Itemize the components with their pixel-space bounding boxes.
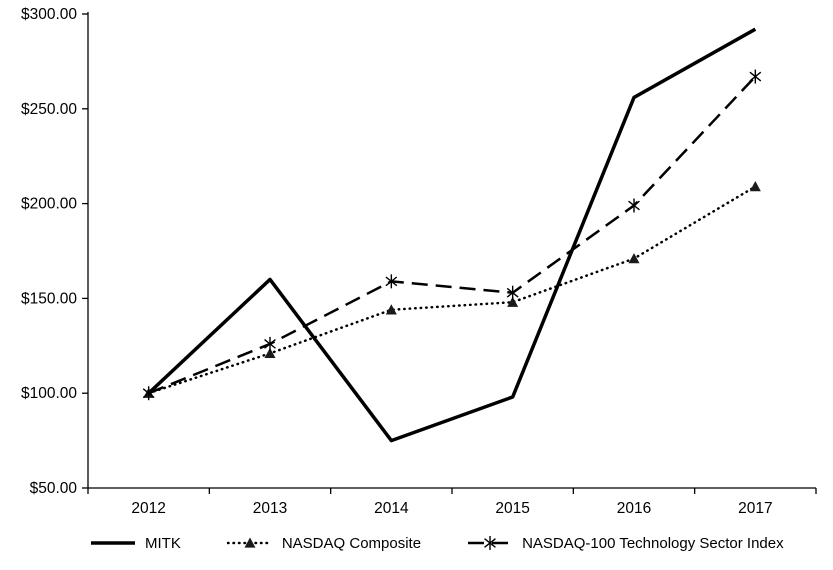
legend-item-nasdaq-composite: NASDAQ Composite: [226, 534, 422, 552]
x-tick-label: 2012: [131, 500, 165, 517]
y-tick-label: $250.00: [21, 101, 77, 118]
asterisk-marker: [628, 200, 640, 211]
axis-labels: $50.00 $100.00 $150.00 $200.00 $250.00 $300.0…: [21, 6, 773, 517]
x-tick-label: 2014: [374, 500, 409, 517]
x-tick-label: 2017: [738, 500, 772, 517]
legend-label-mitk: MITK: [145, 534, 181, 552]
asterisk-marker: [749, 71, 762, 82]
chart-legend: MITK NASDAQ Composite NASDAQ-100 Technol…: [90, 534, 784, 552]
series-mitk: [147, 27, 757, 443]
legend-line-sample-mitk: [91, 541, 135, 545]
legend-line-sample-nasdaq-composite: [226, 537, 273, 548]
legend-item-nasdaq-100-tech: NASDAQ-100 Technology Sector Index: [467, 534, 784, 552]
x-tick-label: 2016: [617, 500, 651, 517]
triangle-marker: [628, 253, 640, 264]
series-nasdaq-composite: [143, 181, 761, 398]
triangle-marker: [244, 537, 256, 548]
x-tick-label: 2013: [253, 500, 287, 517]
triangle-marker: [385, 304, 397, 315]
plot-area: $50.00 $100.00 $150.00 $200.00 $250.00 $300.0…: [21, 6, 817, 517]
y-tick-label: $100.00: [21, 385, 77, 402]
legend-label-nasdaq-composite: NASDAQ Composite: [281, 534, 422, 552]
asterisk-marker: [506, 287, 519, 298]
axes: [82, 12, 817, 494]
y-tick-label: $200.00: [21, 196, 77, 213]
legend-line-sample-nasdaq-100-tech: [468, 536, 513, 550]
x-tick-label: 2015: [495, 500, 529, 517]
asterisk-marker: [484, 538, 496, 548]
triangle-marker: [264, 347, 276, 359]
asterisk-marker: [264, 339, 276, 349]
triangle-marker: [507, 296, 519, 307]
series-nasdaq-100-technology-sector-index: [142, 69, 762, 401]
triangle-marker: [749, 181, 761, 192]
y-tick-label: $150.00: [21, 290, 77, 307]
y-tick-label: $50.00: [30, 480, 78, 497]
legend-item-mitk: MITK: [90, 534, 181, 552]
legend-label-nasdaq-100-tech: NASDAQ-100 Technology Sector Index: [522, 534, 784, 552]
asterisk-marker: [385, 276, 398, 287]
y-tick-label: $300.00: [21, 6, 77, 23]
